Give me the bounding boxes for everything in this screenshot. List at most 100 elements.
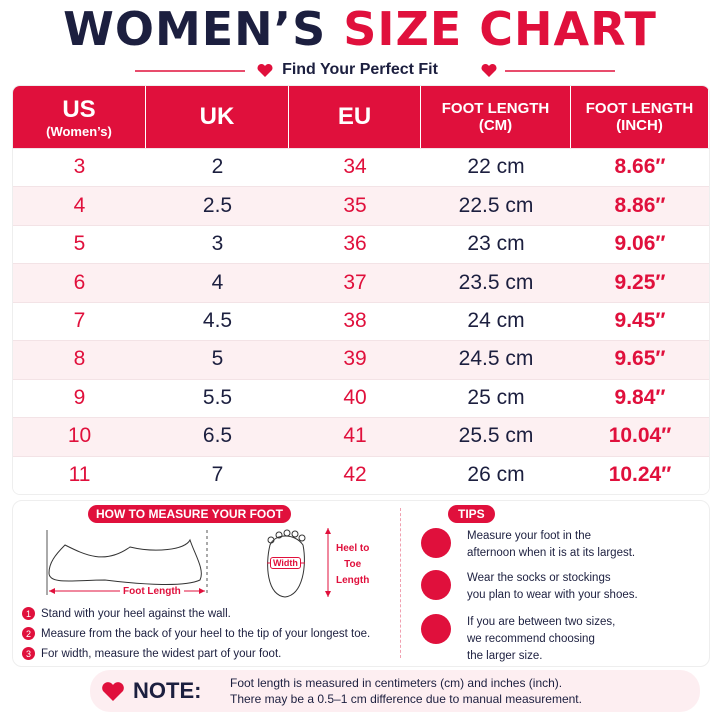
table-cell: 36 bbox=[343, 232, 367, 256]
step: 3 For width, measure the widest part of y… bbox=[22, 647, 370, 660]
step-text: For width, measure the widest part of yo… bbox=[41, 647, 282, 660]
table-cell: 23 cm bbox=[467, 232, 525, 256]
steps: 1 Stand with your heel against the wall. … bbox=[22, 607, 370, 660]
row-bg bbox=[13, 186, 709, 226]
header-line: US bbox=[62, 95, 96, 123]
table-cell: 3 bbox=[211, 232, 224, 256]
row-bg bbox=[13, 340, 709, 380]
table-cell: 25.5 cm bbox=[458, 424, 534, 448]
table-cell: 11 bbox=[68, 462, 91, 486]
table-cell: 7 bbox=[73, 308, 86, 332]
info-panel bbox=[12, 500, 710, 667]
step-number: 1 bbox=[22, 607, 35, 620]
table-cell: 6.5 bbox=[202, 424, 233, 448]
row-bg bbox=[13, 378, 709, 419]
table-cell: 35 bbox=[343, 193, 367, 217]
tip-line: the larger size. bbox=[467, 650, 543, 662]
header-cell: FOOT LENGTH (CM) bbox=[421, 86, 570, 148]
header-line: UK bbox=[199, 103, 235, 130]
tip-text: Measure your foot in the afternoon when i… bbox=[467, 528, 635, 562]
table-cell: 26 cm bbox=[467, 462, 525, 486]
table-cell: 10.04″ bbox=[608, 424, 672, 448]
step: 1 Stand with your heel against the wall. bbox=[22, 607, 370, 620]
table-cell: 6 bbox=[73, 270, 86, 294]
table-cell: 38 bbox=[343, 308, 367, 332]
measure-title: HOW TO MEASURE YOUR FOOT bbox=[88, 505, 291, 523]
note-line: There may be a 0.5–1 cm difference due t… bbox=[230, 692, 582, 706]
header-line: (INCH) bbox=[616, 117, 663, 134]
row-bg bbox=[13, 263, 709, 303]
header-line: (Women’s) bbox=[46, 123, 112, 139]
table-cell: 10.24″ bbox=[608, 462, 672, 486]
table-cell: 37 bbox=[343, 270, 367, 294]
table-cell: 5 bbox=[73, 232, 86, 256]
step-number: 2 bbox=[22, 627, 35, 640]
note-label: NOTE: bbox=[133, 678, 202, 703]
table-cell: 8 bbox=[73, 347, 86, 371]
table-cell: 9.45″ bbox=[614, 308, 666, 332]
note-text: Foot length is measured in centimeters (… bbox=[230, 675, 582, 707]
table-cell: 8.86″ bbox=[614, 193, 666, 217]
header-cell: UK bbox=[146, 86, 288, 148]
table-cell: 40 bbox=[343, 385, 367, 409]
subtitle-deco bbox=[135, 63, 615, 77]
table-cell: 4 bbox=[211, 270, 224, 294]
table-cell: 34 bbox=[343, 155, 367, 179]
header-cell: FOOT LENGTH (INCH) bbox=[571, 86, 708, 148]
heel-line: Toe bbox=[344, 559, 362, 570]
table-cell: 10 bbox=[67, 424, 92, 448]
table-cell: 4 bbox=[73, 193, 86, 217]
table-cell: 8.66″ bbox=[614, 155, 666, 179]
step-text: Stand with your heel against the wall. bbox=[41, 607, 231, 620]
table-cell: 9.65″ bbox=[614, 347, 666, 371]
table-cell: 24 cm bbox=[467, 308, 525, 332]
title-red: SIZE CHART bbox=[343, 2, 657, 56]
table-cell: 9.06″ bbox=[614, 232, 666, 256]
note-box bbox=[90, 670, 700, 712]
subtitle: Find Your Perfect Fit bbox=[282, 61, 438, 78]
heel-line: Heel to bbox=[336, 543, 370, 554]
width-label: Width bbox=[270, 557, 301, 569]
header-cell: EU bbox=[289, 86, 420, 148]
tip-text: If you are between two sizes, we recommen… bbox=[467, 614, 615, 665]
step: 2 Measure from the back of your heel to t… bbox=[22, 627, 370, 640]
header-line: FOOT LENGTH bbox=[441, 100, 550, 117]
tip-line: If you are between two sizes, bbox=[467, 616, 616, 628]
table-cell: 42 bbox=[343, 462, 367, 486]
header-line: EU bbox=[337, 103, 372, 130]
table-cell: 23.5 cm bbox=[458, 270, 534, 294]
table-cell: 22 cm bbox=[467, 155, 525, 179]
tip-line: afternoon when it is at its largest. bbox=[467, 547, 636, 559]
heel-to-toe: Heel to Toe Length bbox=[336, 541, 369, 589]
table-cell: 4.5 bbox=[202, 308, 233, 332]
tip-line: Wear the socks or stockings bbox=[467, 572, 611, 584]
title-dark: WOMEN’S bbox=[63, 2, 327, 56]
table-cell: 7 bbox=[211, 462, 224, 486]
row-bg bbox=[13, 417, 709, 457]
size-table: US (Women’s) UK EU FOOT LENGTH (CM) FOOT LENGT… bbox=[12, 85, 710, 495]
table-cell: 2.5 bbox=[202, 193, 233, 217]
table-cell: 5 bbox=[211, 347, 224, 371]
row-bg bbox=[13, 301, 709, 342]
table-cell: 22.5 cm bbox=[458, 193, 534, 217]
heel-line: Length bbox=[336, 575, 370, 586]
step-text: Measure from the back of your heel to th… bbox=[41, 627, 371, 640]
table-cell: 5.5 bbox=[202, 385, 233, 409]
row-bg bbox=[13, 148, 709, 188]
table-cell: 39 bbox=[343, 347, 367, 371]
header-line: FOOT LENGTH bbox=[585, 100, 694, 117]
tip-text: Wear the socks or stockings you plan to w… bbox=[467, 570, 638, 604]
tip-line: you plan to wear with your shoes. bbox=[467, 589, 638, 601]
table-cell: 25 cm bbox=[467, 385, 525, 409]
table-cell: 9 bbox=[73, 385, 86, 409]
title: WOMEN’S SIZE CHART bbox=[0, 2, 720, 56]
header-cell: US (Women’s) bbox=[13, 86, 145, 148]
foot-length-label: Foot Length bbox=[120, 586, 184, 597]
divider bbox=[400, 508, 401, 658]
tip-line: Measure your foot in the bbox=[467, 530, 592, 542]
table-cell: 9.25″ bbox=[614, 270, 666, 294]
step-number: 3 bbox=[22, 647, 35, 660]
table-cell: 41 bbox=[343, 424, 367, 448]
tip-line: we recommend choosing bbox=[467, 633, 595, 645]
note-line: Foot length is measured in centimeters (… bbox=[230, 676, 563, 690]
